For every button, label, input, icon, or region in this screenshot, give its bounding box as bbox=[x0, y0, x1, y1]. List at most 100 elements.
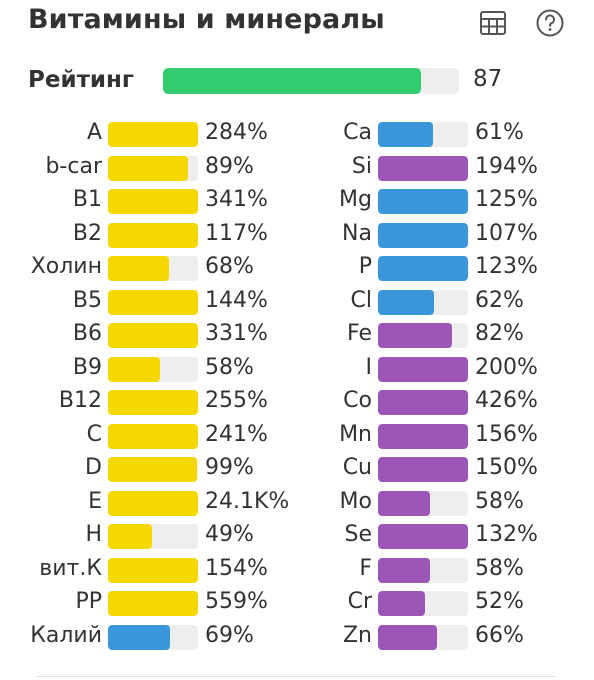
mineral-row[interactable]: Cu 150% bbox=[300, 453, 594, 487]
nutrient-value: 426% bbox=[475, 388, 538, 413]
mineral-row[interactable]: Ca 61% bbox=[300, 118, 594, 152]
nutrient-bar-fill bbox=[108, 624, 171, 650]
nutrient-bar-fill bbox=[108, 557, 198, 583]
nutrient-bar bbox=[378, 356, 468, 382]
mineral-row[interactable]: F 58% bbox=[300, 554, 594, 588]
nutrient-bar-fill bbox=[378, 356, 468, 382]
vitamin-row[interactable]: B9 58% bbox=[0, 353, 300, 387]
nutrient-value: 66% bbox=[475, 622, 524, 648]
nutrient-name: H bbox=[85, 522, 102, 547]
vitamin-row[interactable]: вит.К 154% bbox=[0, 554, 300, 588]
nutrient-value: 194% bbox=[475, 153, 538, 179]
nutrient-name: Cu bbox=[342, 455, 372, 480]
divider bbox=[36, 676, 556, 677]
nutrient-bar bbox=[108, 390, 198, 415]
vitamin-row[interactable]: B1 341% bbox=[0, 185, 300, 219]
nutrient-bar bbox=[108, 557, 198, 583]
nutrient-name: Na bbox=[342, 220, 372, 246]
nutrient-bar bbox=[378, 189, 468, 214]
mineral-row[interactable]: Zn 66% bbox=[300, 621, 594, 655]
mineral-row[interactable]: Se 132% bbox=[300, 520, 594, 554]
mineral-row[interactable]: Mg 125% bbox=[300, 185, 594, 219]
mineral-row[interactable]: Si 194% bbox=[300, 152, 594, 186]
nutrient-bar bbox=[378, 222, 468, 248]
nutrient-name: вит.К bbox=[39, 555, 102, 581]
vitamin-row[interactable]: B5 144% bbox=[0, 286, 300, 320]
vitamin-row[interactable]: Холин 68% bbox=[0, 252, 300, 286]
nutrient-name: Fe bbox=[347, 321, 372, 346]
mineral-row[interactable]: Mn 156% bbox=[300, 420, 594, 454]
nutrient-name: Mg bbox=[339, 187, 372, 212]
nutrient-name: Cl bbox=[350, 287, 372, 313]
nutrient-bar bbox=[378, 289, 468, 315]
vitamin-row[interactable]: C 241% bbox=[0, 420, 300, 454]
mineral-row[interactable]: Mo 58% bbox=[300, 487, 594, 521]
vitamin-row[interactable]: A 284% bbox=[0, 118, 300, 152]
nutrient-value: 49% bbox=[205, 522, 254, 547]
mineral-row[interactable]: Na 107% bbox=[300, 219, 594, 253]
vitamin-row[interactable]: D 99% bbox=[0, 453, 300, 487]
nutrient-bar bbox=[378, 256, 468, 281]
mineral-row[interactable]: P 123% bbox=[300, 252, 594, 286]
nutrient-bar bbox=[378, 390, 468, 415]
nutrient-value: 156% bbox=[475, 421, 538, 447]
nutrient-bar-fill bbox=[378, 423, 468, 449]
mineral-row[interactable]: I 200% bbox=[300, 353, 594, 387]
nutrient-name: Zn bbox=[342, 622, 372, 648]
nutrient-value: 117% bbox=[205, 220, 268, 246]
nutrient-name: Калий bbox=[30, 622, 102, 648]
nutrient-bar-fill bbox=[378, 122, 433, 147]
nutrient-bar-fill bbox=[378, 591, 425, 616]
nutrient-bar bbox=[108, 289, 198, 315]
nutrient-bar-fill bbox=[378, 323, 452, 348]
nutrient-name: Co bbox=[343, 388, 372, 413]
mineral-row[interactable]: Cl 62% bbox=[300, 286, 594, 320]
vitamin-row[interactable]: B2 117% bbox=[0, 219, 300, 253]
nutrient-bar bbox=[378, 591, 468, 616]
nutrient-bar-fill bbox=[108, 122, 198, 147]
vitamin-row[interactable]: B6 331% bbox=[0, 319, 300, 353]
mineral-row[interactable]: Co 426% bbox=[300, 386, 594, 420]
nutrient-name: C bbox=[86, 421, 102, 447]
nutrient-value: 61% bbox=[475, 120, 524, 145]
nutrient-bar-fill bbox=[108, 189, 198, 214]
rating-label: Рейтинг bbox=[28, 67, 134, 93]
mineral-row[interactable]: Fe 82% bbox=[300, 319, 594, 353]
nutrient-name: D bbox=[85, 455, 102, 480]
nutrient-bar bbox=[378, 490, 468, 516]
nutrient-name: Cr bbox=[347, 589, 372, 614]
nutrient-name: B1 bbox=[72, 187, 102, 212]
nutrient-bar bbox=[108, 457, 198, 482]
mineral-row[interactable]: Cr 52% bbox=[300, 587, 594, 621]
nutrient-bar-fill bbox=[108, 356, 161, 382]
nutrient-bar-fill bbox=[378, 390, 468, 415]
nutrient-bar-fill bbox=[378, 155, 468, 181]
nutrient-name: Mo bbox=[339, 488, 372, 514]
nutrient-value: 62% bbox=[475, 287, 524, 313]
nutrient-bar-fill bbox=[378, 490, 431, 516]
nutrient-bar bbox=[378, 524, 468, 549]
vitamin-row[interactable]: H 49% bbox=[0, 520, 300, 554]
vitamin-row[interactable]: E 24.1K% bbox=[0, 487, 300, 521]
vitamin-row[interactable]: b-car 89% bbox=[0, 152, 300, 186]
nutrient-value: 68% bbox=[205, 254, 254, 279]
nutrient-bar bbox=[108, 490, 198, 516]
nutrient-bar-fill bbox=[378, 256, 468, 281]
nutrient-name: P bbox=[358, 254, 372, 279]
vitamin-row[interactable]: PP 559% bbox=[0, 587, 300, 621]
vitamin-row[interactable]: Калий 69% bbox=[0, 621, 300, 655]
nutrient-bar-fill bbox=[108, 490, 198, 516]
nutrient-value: 89% bbox=[205, 153, 254, 179]
question-circle-icon[interactable] bbox=[535, 8, 565, 38]
nutrient-name: A bbox=[86, 120, 102, 145]
nutrient-value: 132% bbox=[475, 522, 538, 547]
nutrient-bar-fill bbox=[378, 189, 468, 214]
nutrient-bar bbox=[108, 591, 198, 616]
nutrient-bar-fill bbox=[108, 323, 198, 348]
nutrient-bar bbox=[108, 624, 198, 650]
nutrient-name: B6 bbox=[72, 321, 102, 346]
nutrient-name: PP bbox=[75, 589, 102, 614]
nutrient-bar bbox=[108, 222, 198, 248]
table-grid-icon[interactable] bbox=[478, 8, 508, 38]
vitamin-row[interactable]: B12 255% bbox=[0, 386, 300, 420]
